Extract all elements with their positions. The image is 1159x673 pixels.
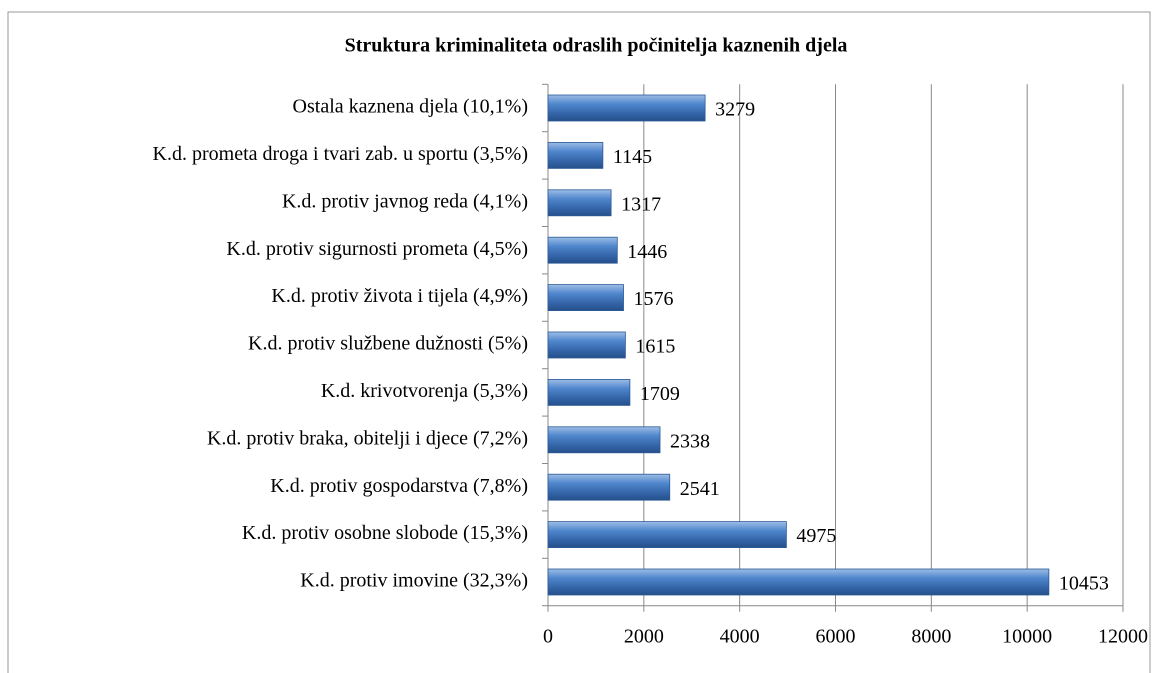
data-label: 1615 bbox=[635, 336, 675, 358]
data-label: 1446 bbox=[627, 241, 667, 263]
data-label: 2541 bbox=[680, 478, 720, 500]
data-label: 2338 bbox=[670, 430, 710, 452]
bar bbox=[547, 94, 706, 122]
bar bbox=[547, 426, 661, 454]
data-label: 4975 bbox=[796, 525, 836, 547]
x-tick-label: 12000 bbox=[1098, 625, 1148, 647]
x-tick-label: 0 bbox=[543, 625, 553, 647]
bar bbox=[547, 568, 1050, 596]
x-tick-label: 2000 bbox=[624, 625, 664, 647]
x-tick-label: 4000 bbox=[720, 625, 760, 647]
bar bbox=[547, 473, 671, 501]
chart-frame bbox=[7, 11, 1151, 673]
y-tick-label: K.d. protiv javnog reda (4,1%) bbox=[282, 190, 528, 212]
x-tick-label: 6000 bbox=[816, 625, 856, 647]
bar bbox=[547, 189, 612, 217]
data-label: 10453 bbox=[1059, 573, 1109, 595]
y-tick-label: Ostala kaznena djela (10,1%) bbox=[293, 96, 528, 118]
x-tick-label: 10000 bbox=[1002, 625, 1052, 647]
bar bbox=[547, 284, 624, 312]
data-label: 1576 bbox=[634, 288, 674, 310]
y-tick-label: K.d. protiv braka, obitelji i djece (7,2… bbox=[207, 427, 528, 449]
bar bbox=[547, 521, 787, 548]
y-tick-label: K.d. prometa droga i tvari zab. u sportu… bbox=[153, 143, 528, 165]
y-tick-label: K.d. protiv osobne slobode (15,3%) bbox=[242, 522, 528, 544]
x-tick-label: 8000 bbox=[911, 625, 951, 647]
chart-title: Struktura kriminaliteta odraslih počinit… bbox=[345, 35, 848, 57]
bar bbox=[547, 236, 618, 264]
y-tick-label: K.d. protiv sigurnosti prometa (4,5%) bbox=[226, 238, 528, 260]
data-label: 1145 bbox=[613, 146, 652, 168]
bar bbox=[547, 378, 631, 406]
data-label: 1709 bbox=[640, 383, 680, 405]
y-tick-label: K.d. krivotvorenja (5,3%) bbox=[321, 380, 528, 402]
y-tick-label: K.d. protiv života i tijela (4,9%) bbox=[271, 285, 528, 307]
bar bbox=[547, 141, 604, 169]
y-tick-label: K.d. protiv službene dužnosti (5%) bbox=[248, 333, 528, 355]
y-tick-label: K.d. protiv imovine (32,3%) bbox=[300, 570, 528, 592]
y-tick-label: K.d. protiv gospodarstva (7,8%) bbox=[270, 475, 528, 497]
data-label: 1317 bbox=[621, 193, 661, 215]
bar bbox=[547, 331, 626, 359]
data-label: 3279 bbox=[715, 99, 755, 121]
